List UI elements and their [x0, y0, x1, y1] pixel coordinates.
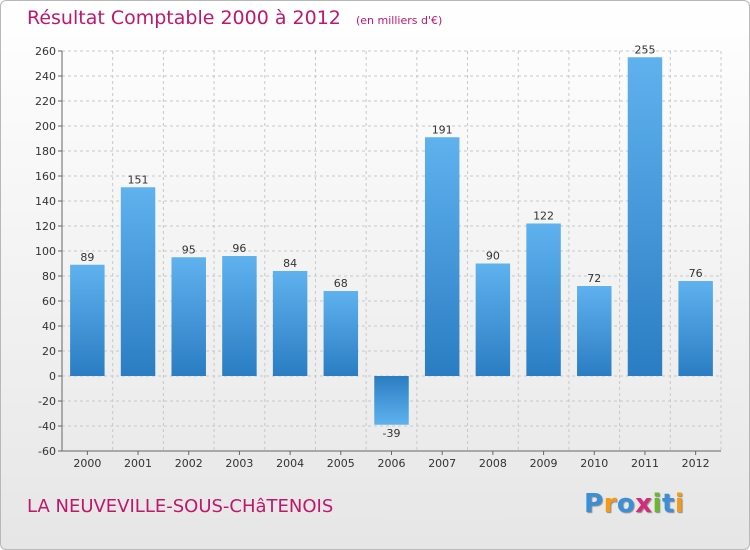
xtick-label-2005: 2005 [327, 457, 355, 470]
data-labels: 89 151 95 96 84 68 -39 191 90 122 72 255 76 [80, 43, 702, 440]
bar-2004 [272, 271, 308, 376]
ytick-label-4: 20 [42, 345, 56, 358]
xtick-label-2011: 2011 [631, 457, 659, 470]
ytick-label-0: -60 [38, 445, 56, 458]
bar-2000 [70, 264, 105, 376]
chart-title: Résultat Comptable 2000 à 2012 [27, 7, 341, 29]
ytick-label-12: 180 [35, 145, 56, 158]
bar-2011 [627, 57, 663, 376]
ytick-label-15: 240 [35, 70, 56, 83]
ytick-label-6: 60 [42, 295, 56, 308]
xtick-label-2004: 2004 [276, 457, 304, 470]
ytick-label-14: 220 [35, 95, 56, 108]
xtick-label-2006: 2006 [378, 457, 406, 470]
bar-2012 [678, 281, 713, 376]
bar-2007 [424, 137, 460, 376]
xtick-label-2001: 2001 [124, 457, 152, 470]
proxiti-logo: Proxiti [584, 489, 684, 519]
data-label-2008: 90 [486, 250, 500, 263]
ytick-label-9: 120 [35, 220, 56, 233]
bar-2010 [577, 286, 612, 376]
bar-2005 [323, 291, 359, 376]
ytick-label-16: 260 [35, 45, 56, 58]
data-label-2004: 84 [283, 257, 297, 270]
xtick-label-2009: 2009 [530, 457, 558, 470]
ytick-label-10: 140 [35, 195, 56, 208]
data-label-2005: 68 [334, 277, 348, 290]
xtick-label-2010: 2010 [580, 457, 608, 470]
logo-letter-4: i [652, 489, 662, 519]
bar-2008 [475, 263, 511, 376]
data-label-2002: 95 [182, 243, 196, 256]
place-name: LA NEUVEVILLE-SOUS-CHâTENOIS [27, 496, 334, 517]
ytick-label-13: 200 [35, 120, 56, 133]
ytick-label-1: -40 [38, 420, 56, 433]
data-label-2012: 76 [689, 267, 703, 280]
title-row: Résultat Comptable 2000 à 2012 (en milli… [27, 7, 442, 29]
data-label-2007: 191 [432, 123, 453, 136]
xtick-label-2012: 2012 [682, 457, 710, 470]
data-label-2001: 151 [128, 173, 149, 186]
bar-2009 [526, 223, 561, 376]
data-label-2000: 89 [80, 251, 94, 264]
xtick-label-2000: 2000 [73, 457, 101, 470]
logo-letter-0: P [584, 489, 604, 519]
ytick-label-2: -20 [38, 395, 56, 408]
xtick-label-2007: 2007 [428, 457, 456, 470]
bar-2006 [374, 376, 409, 425]
xtick-label-2002: 2002 [175, 457, 203, 470]
xtick-label-2003: 2003 [225, 457, 253, 470]
logo-letter-2: o [616, 489, 636, 519]
data-label-2009: 122 [533, 210, 554, 223]
xtick-label-2008: 2008 [479, 457, 507, 470]
logo-letter-1: r [603, 489, 617, 519]
data-label-2011: 255 [634, 43, 655, 56]
chart-unit-note: (en milliers d'€) [355, 14, 443, 27]
logo-letter-6: i [674, 489, 685, 519]
data-label-2006: -39 [383, 427, 401, 440]
ytick-label-11: 160 [35, 170, 56, 183]
ytick-label-5: 40 [42, 320, 56, 333]
data-label-2003: 96 [232, 242, 246, 255]
bar-2001 [120, 187, 156, 376]
bar-2003 [222, 256, 257, 376]
ytick-label-3: 0 [49, 370, 56, 383]
bars [70, 57, 713, 425]
bar-2002 [171, 257, 206, 376]
ytick-label-8: 100 [35, 245, 56, 258]
logo-letter-3: x [635, 489, 653, 519]
logo-letter-5: t [661, 489, 675, 519]
ytick-label-7: 80 [42, 270, 56, 283]
data-label-2010: 72 [587, 272, 601, 285]
axes: -60 -40 -20 0 20 40 60 80 100 120 140 160 180 200 220 2… [35, 45, 721, 470]
